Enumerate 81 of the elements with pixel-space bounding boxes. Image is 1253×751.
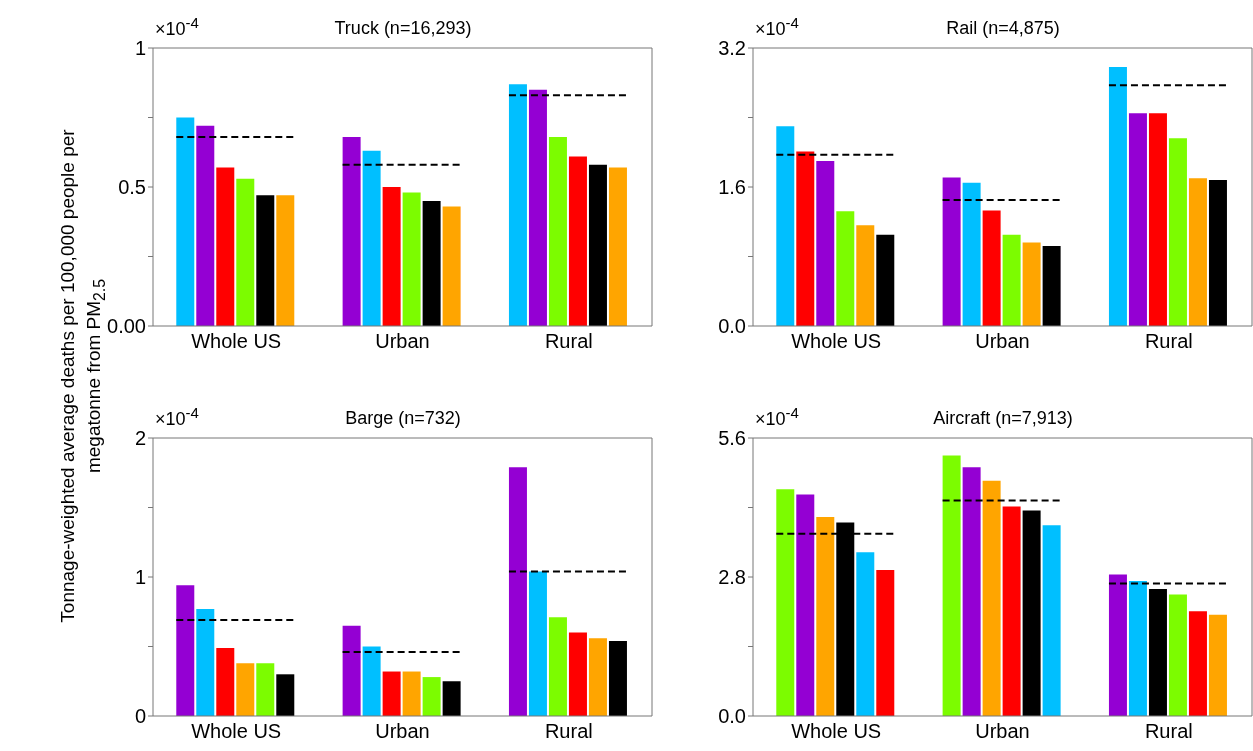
text: ×10$^{-4}$ — [755, 14, 799, 40]
bar — [236, 178, 255, 326]
bar — [402, 192, 421, 326]
bar — [508, 84, 527, 326]
y-tick-label: 0.00 — [107, 315, 146, 338]
x-tick-label: Urban — [375, 720, 430, 743]
bar — [256, 663, 275, 716]
x-tick-label: Urban — [975, 330, 1030, 353]
y-tick-label: 2 — [134, 427, 146, 450]
x-tick-label: Rural — [544, 720, 593, 743]
chart-title: Truck (n=16,293) — [334, 18, 472, 38]
bar — [982, 480, 1001, 716]
y-tick-label: 0.0 — [718, 705, 746, 728]
y-tick-label: 1.6 — [718, 176, 746, 199]
bar — [276, 195, 295, 326]
bar — [962, 467, 981, 716]
bar — [442, 681, 461, 716]
x-tick-label: Rural — [1144, 330, 1193, 353]
text: ×10$^{-4}$ — [155, 14, 199, 40]
x-tick-label: Rural — [1144, 720, 1193, 743]
x-tick-label: Urban — [975, 720, 1030, 743]
chart-title: Rail (n=4,875) — [946, 18, 1060, 38]
bar — [216, 647, 235, 716]
y-tick-label: 2.8 — [718, 566, 746, 589]
x-tick-label: Whole US — [191, 330, 282, 353]
bar — [856, 225, 875, 326]
chart-title: Barge (n=732) — [345, 408, 461, 428]
bar — [528, 89, 547, 326]
y-tick-label: 3.2 — [718, 37, 746, 60]
bar — [1128, 113, 1147, 326]
bar — [342, 625, 361, 716]
bar — [942, 455, 961, 716]
bar — [1042, 246, 1061, 326]
bar — [1188, 178, 1207, 326]
text: ×10$^{-4}$ — [155, 404, 199, 430]
bar — [236, 663, 255, 716]
bar — [876, 234, 895, 326]
bar — [608, 167, 627, 326]
bar — [382, 671, 401, 716]
bar — [1002, 234, 1021, 326]
x-tick-label: Whole US — [191, 720, 282, 743]
bar — [508, 467, 527, 716]
text: ×10$^{-4}$ — [755, 404, 799, 430]
bar — [442, 206, 461, 326]
bar — [422, 677, 441, 716]
bar — [422, 200, 441, 326]
bar — [402, 671, 421, 716]
y-tick-label: 0 — [134, 705, 146, 728]
bar — [982, 210, 1001, 326]
bar — [1108, 67, 1127, 326]
bar — [362, 646, 381, 716]
bar — [196, 608, 215, 716]
bar — [816, 516, 835, 716]
x-tick-label: Urban — [375, 330, 430, 353]
y-tick-label: 5.6 — [718, 427, 746, 450]
bar — [1148, 113, 1167, 326]
bar — [528, 571, 547, 716]
x-tick-label: Whole US — [791, 720, 882, 743]
chart-title: Aircraft (n=7,913) — [933, 408, 1073, 428]
bar — [382, 187, 401, 326]
bar — [608, 640, 627, 716]
bar — [216, 167, 235, 326]
x-tick-label: Rural — [544, 330, 593, 353]
bar — [276, 674, 295, 716]
y-tick-label: 1 — [134, 37, 146, 60]
y-tick-label: 0.5 — [118, 176, 146, 199]
y-tick-label: 1 — [134, 566, 146, 589]
bar — [588, 164, 607, 326]
bar — [836, 211, 855, 326]
bar — [1208, 180, 1227, 326]
x-tick-label: Whole US — [791, 330, 882, 353]
y-tick-label: 0.0 — [718, 315, 746, 338]
bar — [176, 117, 195, 326]
bar — [776, 126, 795, 326]
bar — [256, 195, 275, 326]
bar — [1168, 138, 1187, 326]
bar — [796, 494, 815, 716]
bar — [176, 585, 195, 716]
bar — [1022, 242, 1041, 326]
bar — [196, 125, 215, 326]
bar — [776, 489, 795, 716]
